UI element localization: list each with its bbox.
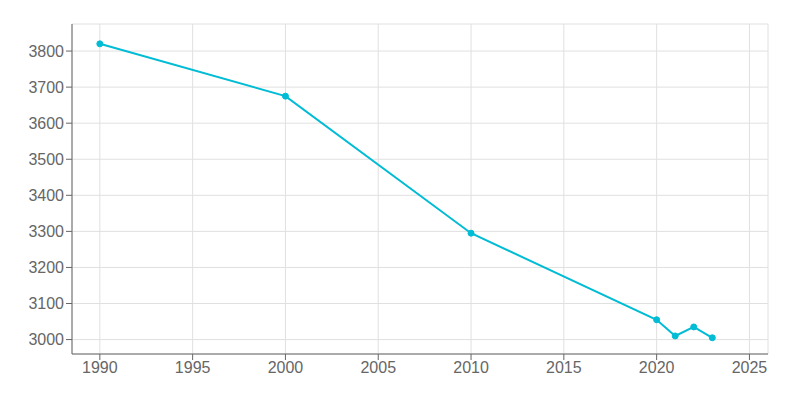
svg-text:3200: 3200: [28, 259, 64, 276]
svg-text:2020: 2020: [639, 359, 675, 376]
svg-text:2015: 2015: [546, 359, 582, 376]
svg-text:3400: 3400: [28, 187, 64, 204]
svg-text:3100: 3100: [28, 295, 64, 312]
svg-text:2025: 2025: [732, 359, 768, 376]
svg-text:3700: 3700: [28, 79, 64, 96]
svg-text:3800: 3800: [28, 43, 64, 60]
svg-text:1995: 1995: [175, 359, 211, 376]
svg-text:3000: 3000: [28, 331, 64, 348]
svg-text:2000: 2000: [268, 359, 304, 376]
svg-text:2005: 2005: [360, 359, 396, 376]
svg-text:1990: 1990: [82, 359, 118, 376]
svg-text:3500: 3500: [28, 151, 64, 168]
svg-text:3300: 3300: [28, 223, 64, 240]
svg-text:2010: 2010: [453, 359, 489, 376]
svg-text:3600: 3600: [28, 115, 64, 132]
